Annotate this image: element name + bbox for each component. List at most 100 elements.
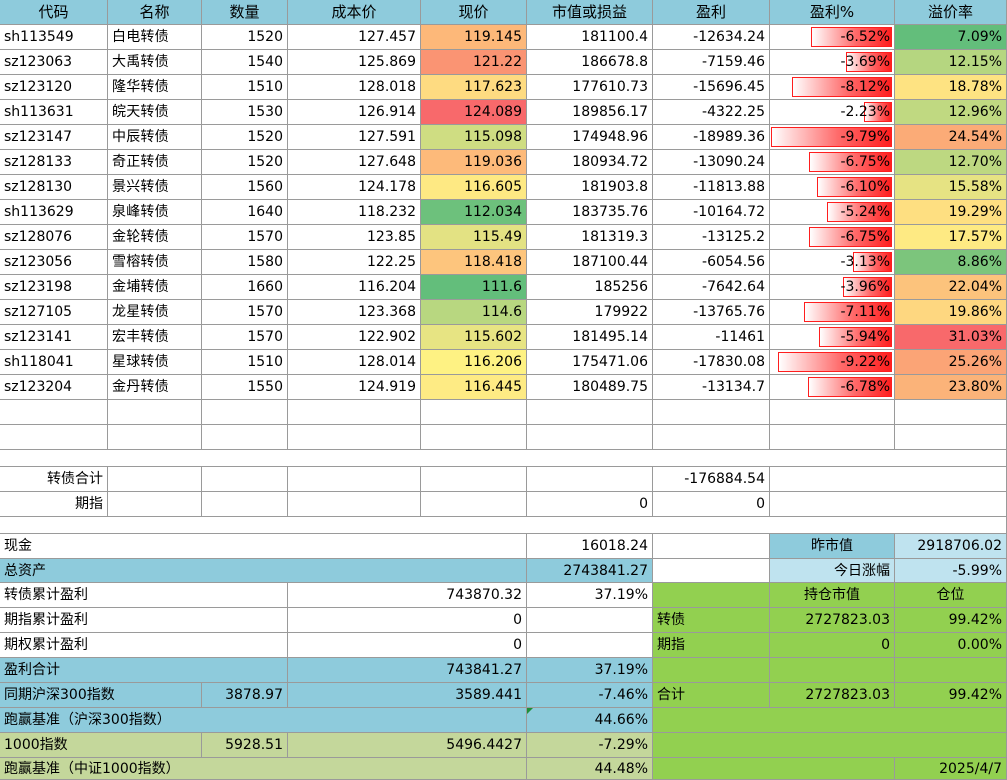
table-cell-pct[interactable]: -3.13% bbox=[770, 250, 895, 275]
today-change-label[interactable]: 今日涨幅 bbox=[770, 559, 895, 583]
table-cell-qty[interactable]: 1540 bbox=[202, 50, 288, 75]
table-cell-pnl[interactable]: -6054.56 bbox=[653, 250, 770, 275]
table-cell-code[interactable]: sz123141 bbox=[0, 325, 108, 350]
total-assets-value[interactable]: 2743841.27 bbox=[527, 559, 653, 583]
table-cell-pnl[interactable]: -13765.76 bbox=[653, 300, 770, 325]
table-cell-price[interactable]: 119.036 bbox=[421, 150, 527, 175]
bond-total-pnl[interactable]: -176884.54 bbox=[653, 467, 770, 492]
hs300-label[interactable]: 同期沪深300指数 bbox=[0, 683, 202, 708]
table-cell-code[interactable]: sz123147 bbox=[0, 125, 108, 150]
table-cell-code[interactable]: sh113549 bbox=[0, 25, 108, 50]
csi1000-now[interactable]: 5496.4427 bbox=[288, 733, 527, 758]
table-cell-name[interactable]: 景兴转债 bbox=[108, 175, 202, 200]
bond-cum-pct[interactable]: 37.19% bbox=[527, 583, 653, 608]
rp-total-pos[interactable]: 99.42% bbox=[895, 683, 1007, 708]
table-cell-qty[interactable]: 1570 bbox=[202, 300, 288, 325]
table-cell-qty[interactable]: 1510 bbox=[202, 75, 288, 100]
table-cell-pnl[interactable]: -18989.36 bbox=[653, 125, 770, 150]
column-header[interactable]: 名称 bbox=[108, 0, 202, 25]
empty-cell[interactable] bbox=[421, 425, 527, 450]
empty-cell[interactable] bbox=[770, 400, 895, 425]
table-cell-pct[interactable]: -6.10% bbox=[770, 175, 895, 200]
table-cell-prem[interactable]: 12.15% bbox=[895, 50, 1007, 75]
empty-cell[interactable] bbox=[0, 400, 108, 425]
column-header[interactable]: 市值或损益 bbox=[527, 0, 653, 25]
hs300-pct[interactable]: -7.46% bbox=[527, 683, 653, 708]
empty-cell[interactable] bbox=[653, 733, 1007, 758]
table-cell-qty[interactable]: 1580 bbox=[202, 250, 288, 275]
table-cell-cost[interactable]: 127.648 bbox=[288, 150, 421, 175]
column-header[interactable]: 盈利% bbox=[770, 0, 895, 25]
empty-cell[interactable] bbox=[527, 633, 653, 658]
rp-bond-value[interactable]: 2727823.03 bbox=[770, 608, 895, 633]
table-cell-name[interactable]: 皖天转债 bbox=[108, 100, 202, 125]
table-cell-name[interactable]: 泉峰转债 bbox=[108, 200, 202, 225]
table-cell-pnl[interactable]: -4322.25 bbox=[653, 100, 770, 125]
table-cell-cost[interactable]: 127.591 bbox=[288, 125, 421, 150]
table-cell-code[interactable]: sz128130 bbox=[0, 175, 108, 200]
table-cell-mv[interactable]: 181100.4 bbox=[527, 25, 653, 50]
table-cell-price[interactable]: 118.418 bbox=[421, 250, 527, 275]
table-cell-prem[interactable]: 7.09% bbox=[895, 25, 1007, 50]
table-cell-code[interactable]: sh113631 bbox=[0, 100, 108, 125]
table-cell-mv[interactable]: 185256 bbox=[527, 275, 653, 300]
table-cell-name[interactable]: 宏丰转债 bbox=[108, 325, 202, 350]
empty-cell[interactable] bbox=[108, 400, 202, 425]
table-cell-price[interactable]: 112.034 bbox=[421, 200, 527, 225]
empty-cell[interactable] bbox=[288, 425, 421, 450]
prev-mv-value[interactable]: 2918706.02 bbox=[895, 534, 1007, 559]
table-cell-cost[interactable]: 122.902 bbox=[288, 325, 421, 350]
table-cell-code[interactable]: sz127105 bbox=[0, 300, 108, 325]
empty-cell[interactable] bbox=[527, 608, 653, 633]
profit-total-label[interactable]: 盈利合计 bbox=[0, 658, 288, 683]
empty-cell[interactable] bbox=[653, 758, 895, 780]
empty-cell[interactable] bbox=[108, 467, 202, 492]
hs300-now[interactable]: 3589.441 bbox=[288, 683, 527, 708]
rp-fut-label[interactable]: 期指 bbox=[653, 633, 770, 658]
empty-cell[interactable] bbox=[288, 467, 421, 492]
futures-mv[interactable]: 0 bbox=[527, 492, 653, 517]
table-cell-prem[interactable]: 17.57% bbox=[895, 225, 1007, 250]
bond-cum-label[interactable]: 转债累计盈利 bbox=[0, 583, 288, 608]
table-cell-pct[interactable]: -6.75% bbox=[770, 225, 895, 250]
rp-fut-pos[interactable]: 0.00% bbox=[895, 633, 1007, 658]
table-cell-cost[interactable]: 124.178 bbox=[288, 175, 421, 200]
table-cell-name[interactable]: 奇正转债 bbox=[108, 150, 202, 175]
table-cell-qty[interactable]: 1550 bbox=[202, 375, 288, 400]
table-cell-mv[interactable]: 186678.8 bbox=[527, 50, 653, 75]
table-cell-mv[interactable]: 189856.17 bbox=[527, 100, 653, 125]
empty-cell[interactable] bbox=[895, 425, 1007, 450]
table-cell-pct[interactable]: -3.69% bbox=[770, 50, 895, 75]
empty-cell[interactable] bbox=[288, 400, 421, 425]
table-cell-pnl[interactable]: -7159.46 bbox=[653, 50, 770, 75]
table-cell-qty[interactable]: 1570 bbox=[202, 225, 288, 250]
column-header[interactable]: 成本价 bbox=[288, 0, 421, 25]
table-cell-code[interactable]: sh113629 bbox=[0, 200, 108, 225]
beat-hs300-label[interactable]: 跑赢基准（沪深300指数） bbox=[0, 708, 527, 733]
beat-hs300-value[interactable]: 44.66% bbox=[527, 708, 653, 733]
empty-cell[interactable] bbox=[421, 492, 527, 517]
rp-total-label[interactable]: 合计 bbox=[653, 683, 770, 708]
report-date[interactable]: 2025/4/7 bbox=[895, 758, 1007, 780]
table-cell-code[interactable]: sh118041 bbox=[0, 350, 108, 375]
csi1000-label[interactable]: 1000指数 bbox=[0, 733, 202, 758]
table-cell-price[interactable]: 115.49 bbox=[421, 225, 527, 250]
table-cell-name[interactable]: 金埔转债 bbox=[108, 275, 202, 300]
table-cell-pct[interactable]: -5.94% bbox=[770, 325, 895, 350]
table-cell-pct[interactable]: -3.96% bbox=[770, 275, 895, 300]
table-cell-mv[interactable]: 181903.8 bbox=[527, 175, 653, 200]
empty-cell[interactable] bbox=[653, 559, 770, 583]
empty-cell[interactable] bbox=[202, 425, 288, 450]
table-cell-mv[interactable]: 177610.73 bbox=[527, 75, 653, 100]
table-cell-pct[interactable]: -7.11% bbox=[770, 300, 895, 325]
table-cell-pct[interactable]: -6.75% bbox=[770, 150, 895, 175]
table-cell-prem[interactable]: 31.03% bbox=[895, 325, 1007, 350]
empty-cell[interactable] bbox=[0, 425, 108, 450]
table-cell-price[interactable]: 119.145 bbox=[421, 25, 527, 50]
fut-cum-value[interactable]: 0 bbox=[288, 608, 527, 633]
rp-bond-pos[interactable]: 99.42% bbox=[895, 608, 1007, 633]
table-cell-pnl[interactable]: -11813.88 bbox=[653, 175, 770, 200]
empty-cell[interactable] bbox=[527, 425, 653, 450]
rp-total-value[interactable]: 2727823.03 bbox=[770, 683, 895, 708]
empty-cell[interactable] bbox=[108, 425, 202, 450]
